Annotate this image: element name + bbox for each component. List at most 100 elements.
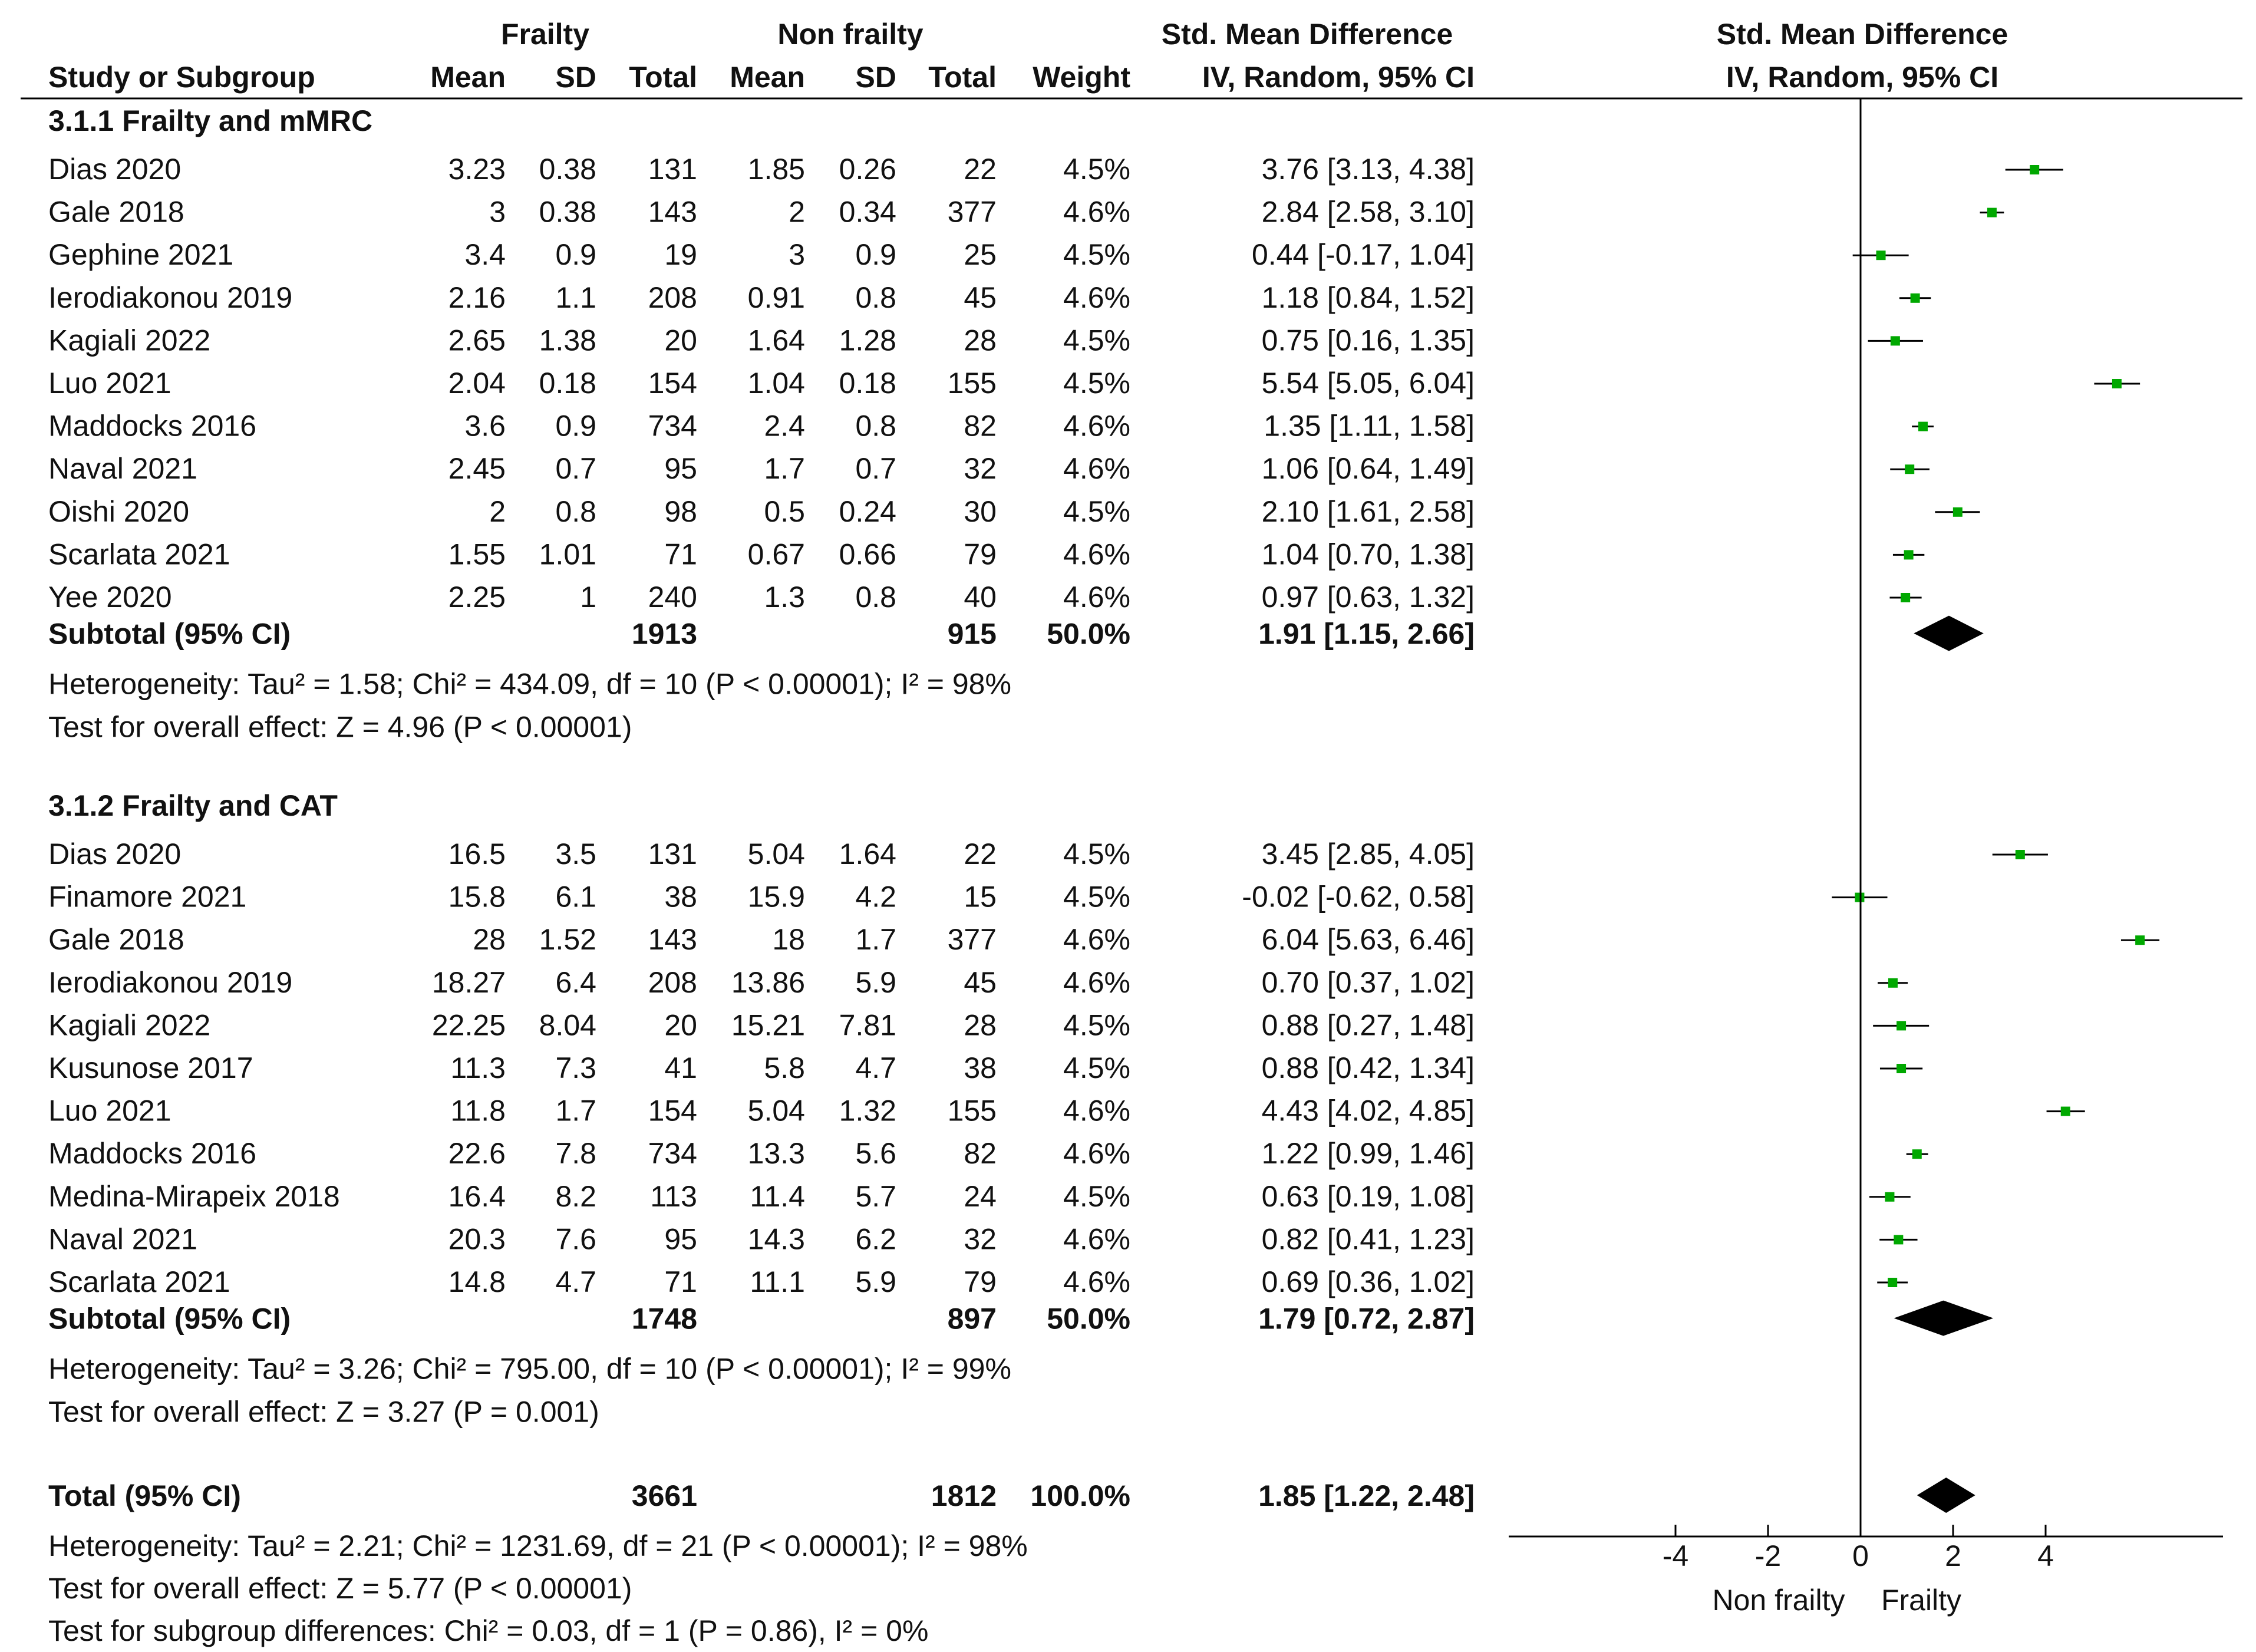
nonfrailty-mean: 0.91 <box>748 281 805 314</box>
header-smd: Std. Mean Difference <box>1162 18 1453 51</box>
study-name: Medina-Mirapeix 2018 <box>48 1180 340 1213</box>
weight: 4.5% <box>1063 153 1130 186</box>
frailty-sd: 0.38 <box>539 153 596 186</box>
study-name: Gephine 2021 <box>48 238 233 271</box>
nonfrailty-total: 82 <box>964 410 997 443</box>
study-1-9-point <box>1894 1235 1904 1245</box>
header-sd-nonfrailty: SD <box>856 61 896 94</box>
smd-ci: 6.04 [5.63, 6.46] <box>1262 923 1475 956</box>
nonfrailty-total: 24 <box>964 1180 997 1213</box>
frailty-sd: 6.1 <box>555 881 596 914</box>
frailty-total: 143 <box>648 923 697 956</box>
frailty-sd: 8.2 <box>555 1180 596 1213</box>
subtotal-label: Subtotal (95% CI) <box>48 1303 291 1336</box>
frailty-sd: 0.8 <box>555 495 596 528</box>
subtotal-nonfrailty-total: 897 <box>948 1303 997 1336</box>
study-name: Ierodiakonou 2019 <box>48 966 292 999</box>
nonfrailty-sd: 5.7 <box>855 1180 896 1213</box>
nonfrailty-sd: 5.9 <box>855 1265 896 1298</box>
study-name: Kagiali 2022 <box>48 324 210 357</box>
heterogeneity: Heterogeneity: Tau² = 3.26; Chi² = 795.0… <box>48 1353 1011 1386</box>
frailty-total: 41 <box>664 1051 697 1084</box>
study-1-4-point <box>1897 1021 1907 1031</box>
smd-ci: 0.88 [0.27, 1.48] <box>1262 1008 1475 1041</box>
nonfrailty-total: 40 <box>964 581 997 614</box>
frailty-mean: 2.04 <box>448 367 506 400</box>
subgroup-title: 3.1.1 Frailty and mMRC <box>48 104 372 137</box>
frailty-mean: 3.4 <box>464 238 506 271</box>
nonfrailty-sd: 4.2 <box>855 881 896 914</box>
header-smd-plot: Std. Mean Difference <box>1717 18 2008 51</box>
nonfrailty-sd: 0.7 <box>855 452 896 485</box>
axis-label-frailty: Frailty <box>1881 1584 1961 1617</box>
study-1-6-point <box>2060 1106 2070 1116</box>
frailty-mean: 2.16 <box>448 281 506 314</box>
study-1-1-point <box>1855 892 1865 902</box>
nonfrailty-mean: 1.85 <box>748 153 805 186</box>
x-tick-label: -2 <box>1755 1539 1781 1572</box>
frailty-sd: 8.04 <box>539 1008 596 1041</box>
smd-ci: 1.18 [0.84, 1.52] <box>1262 281 1475 314</box>
frailty-sd: 0.9 <box>555 410 596 443</box>
frailty-total: 734 <box>648 410 697 443</box>
study-name: Oishi 2020 <box>48 495 189 528</box>
smd-ci: 4.43 [4.02, 4.85] <box>1262 1094 1475 1127</box>
total-frailty: 3661 <box>632 1479 697 1512</box>
study-1-8-point <box>1885 1192 1895 1202</box>
subtotal-ci: 1.79 [0.72, 2.87] <box>1258 1303 1475 1336</box>
x-tick-label: 4 <box>2037 1539 2054 1572</box>
total-nonfrailty: 1812 <box>931 1479 997 1512</box>
nonfrailty-sd: 0.24 <box>839 495 896 528</box>
header-study: Study or Subgroup <box>48 61 315 94</box>
frailty-total: 20 <box>664 1008 697 1041</box>
header-total-nonfrailty: Total <box>928 61 997 94</box>
frailty-total: 19 <box>664 238 697 271</box>
frailty-total: 154 <box>648 367 697 400</box>
nonfrailty-mean: 2 <box>789 196 805 229</box>
study-0-8-point <box>1952 507 1963 517</box>
weight: 4.6% <box>1063 923 1130 956</box>
header-method: IV, Random, 95% CI <box>1202 61 1475 94</box>
nonfrailty-total: 377 <box>948 196 997 229</box>
nonfrailty-total: 22 <box>964 837 997 870</box>
study-0-7-point <box>1905 464 1915 474</box>
weight: 4.6% <box>1063 581 1130 614</box>
study-name: Gale 2018 <box>48 196 184 229</box>
header-non-frailty: Non frailty <box>777 18 923 51</box>
frailty-mean: 11.8 <box>450 1094 506 1127</box>
weight: 4.6% <box>1063 281 1130 314</box>
subtotal-label: Subtotal (95% CI) <box>48 618 291 651</box>
smd-ci: 0.44 [-0.17, 1.04] <box>1252 238 1475 271</box>
study-1-5-point <box>1897 1064 1907 1073</box>
frailty-mean: 14.8 <box>448 1265 506 1298</box>
total-ci: 1.85 [1.22, 2.48] <box>1258 1479 1475 1512</box>
nonfrailty-mean: 15.21 <box>731 1008 805 1041</box>
header-mean-nonfrailty: Mean <box>730 61 805 94</box>
study-name: Maddocks 2016 <box>48 1137 256 1170</box>
nonfrailty-sd: 5.6 <box>855 1137 896 1170</box>
subgroup-differences: Test for subgroup differences: Chi² = 0.… <box>48 1614 928 1647</box>
smd-ci: 3.45 [2.85, 4.05] <box>1262 837 1475 870</box>
frailty-mean: 22.25 <box>432 1008 506 1041</box>
nonfrailty-mean: 5.8 <box>764 1051 805 1084</box>
study-1-7-point <box>1912 1149 1922 1159</box>
nonfrailty-sd: 0.34 <box>839 196 896 229</box>
table-layer: Frailty Non frailty Std. Mean Difference St… <box>21 18 2242 1647</box>
total-weight: 100.0% <box>1030 1479 1130 1512</box>
plot-layer: -4 -2 0 2 4 Non frailty Frailty <box>1509 98 2223 1617</box>
study-name: Gale 2018 <box>48 923 184 956</box>
weight: 4.6% <box>1063 1265 1130 1298</box>
frailty-total: 131 <box>648 153 697 186</box>
nonfrailty-sd: 4.7 <box>855 1051 896 1084</box>
smd-ci: 0.69 [0.36, 1.02] <box>1262 1265 1475 1298</box>
nonfrailty-mean: 1.64 <box>748 324 805 357</box>
frailty-sd: 1 <box>580 581 596 614</box>
study-0-10-point <box>1901 593 1911 602</box>
frailty-total: 38 <box>664 881 697 914</box>
nonfrailty-sd: 1.32 <box>839 1094 896 1127</box>
nonfrailty-sd: 1.28 <box>839 324 896 357</box>
nonfrailty-mean: 11.1 <box>750 1265 805 1298</box>
header-mean-frailty: Mean <box>430 61 506 94</box>
smd-ci: -0.02 [-0.62, 0.58] <box>1242 881 1475 914</box>
frailty-mean: 16.5 <box>448 837 506 870</box>
